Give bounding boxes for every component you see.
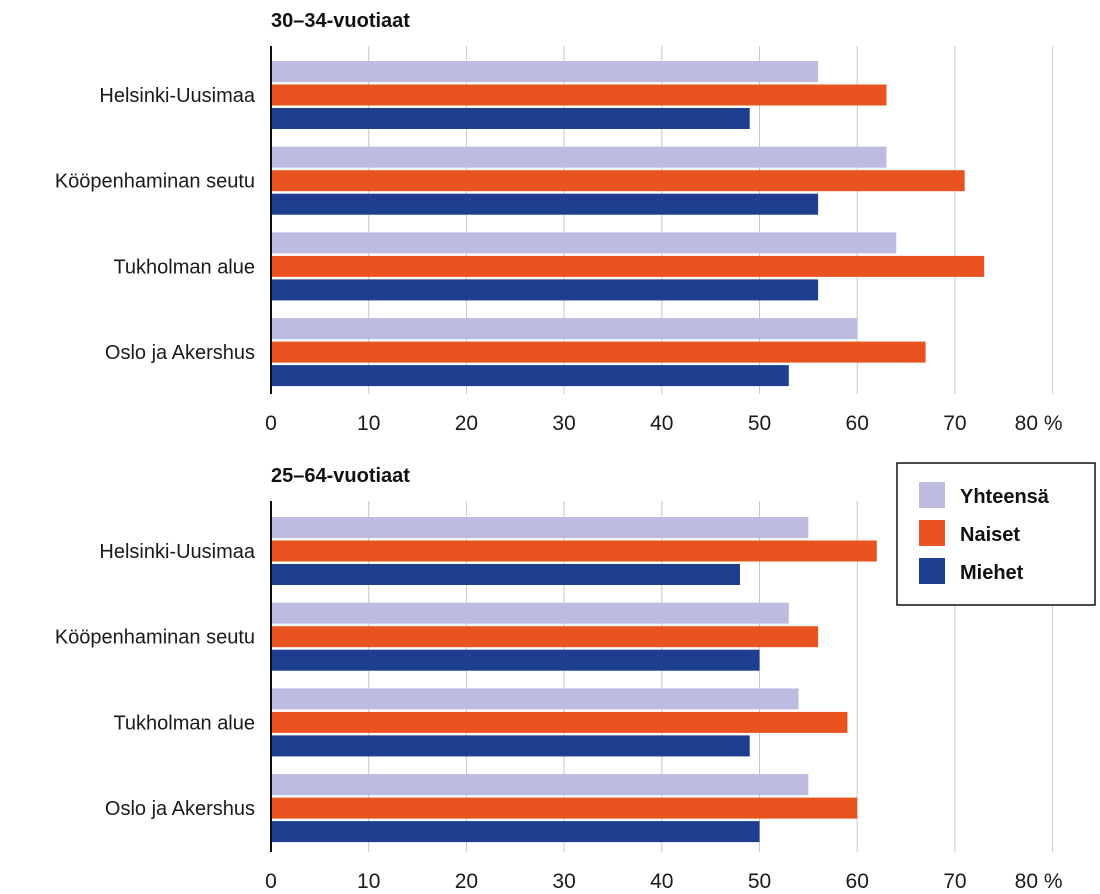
legend-label: Naiset — [960, 524, 1020, 546]
tick-label: 10 — [357, 412, 380, 435]
bar-naiset — [271, 341, 926, 363]
bar-miehet — [271, 365, 789, 387]
tick-label: 60 — [846, 870, 869, 893]
tick-label: 50 — [748, 870, 771, 893]
tick-label: 70 — [943, 870, 966, 893]
bar-yhteens- — [271, 232, 897, 254]
bar-miehet — [271, 108, 750, 129]
chart-title: 25–64-vuotiaat — [271, 465, 410, 487]
category-label: Helsinki-Uusimaa — [99, 85, 255, 107]
tick-label: 70 — [943, 412, 966, 435]
tick-label: 20 — [455, 412, 478, 435]
bar-yhteens- — [271, 774, 809, 796]
bar-yhteens- — [271, 602, 789, 624]
bar-yhteens- — [271, 318, 858, 340]
category-label: Tukholman alue — [113, 712, 255, 734]
bar-miehet — [271, 649, 760, 671]
tick-label: 20 — [455, 870, 478, 893]
tick-label: 10 — [357, 870, 380, 893]
bar-miehet — [271, 821, 760, 843]
bar-miehet — [271, 564, 740, 585]
category-label: Kööpenhaminan seutu — [55, 171, 255, 193]
tick-label: 60 — [846, 412, 869, 435]
bar-naiset — [271, 626, 819, 648]
category-label: Helsinki-Uusimaa — [99, 541, 255, 563]
bar-miehet — [271, 279, 819, 301]
bar-naiset — [271, 540, 877, 562]
chart-title: 30–34-vuotiaat — [271, 10, 410, 32]
bar-naiset — [271, 797, 858, 819]
legend-label: Miehet — [960, 562, 1024, 584]
bar-yhteens- — [271, 61, 819, 82]
tick-label: 80 % — [1015, 870, 1063, 893]
tick-label: 80 % — [1015, 412, 1063, 435]
category-label: Kööpenhaminan seutu — [55, 627, 255, 649]
tick-label: 30 — [552, 412, 575, 435]
tick-label: 0 — [265, 870, 277, 893]
bar-naiset — [271, 711, 848, 733]
legend-swatch — [919, 520, 945, 546]
bar-yhteens- — [271, 146, 887, 168]
bar-yhteens- — [271, 688, 799, 710]
category-label: Oslo ja Akershus — [105, 342, 255, 364]
legend-label: Yhteensä — [960, 486, 1050, 508]
tick-label: 40 — [650, 412, 673, 435]
bar-miehet — [271, 735, 750, 757]
legend-swatch — [919, 558, 945, 584]
tick-label: 30 — [552, 870, 575, 893]
bar-naiset — [271, 84, 887, 106]
category-label: Tukholman alue — [113, 256, 255, 278]
bar-miehet — [271, 193, 819, 215]
bar-naiset — [271, 170, 965, 192]
legend-swatch — [919, 482, 945, 508]
tick-label: 40 — [650, 870, 673, 893]
bar-yhteens- — [271, 517, 809, 538]
category-label: Oslo ja Akershus — [105, 798, 255, 820]
tick-label: 0 — [265, 412, 277, 435]
tick-label: 50 — [748, 412, 771, 435]
bar-naiset — [271, 255, 985, 277]
